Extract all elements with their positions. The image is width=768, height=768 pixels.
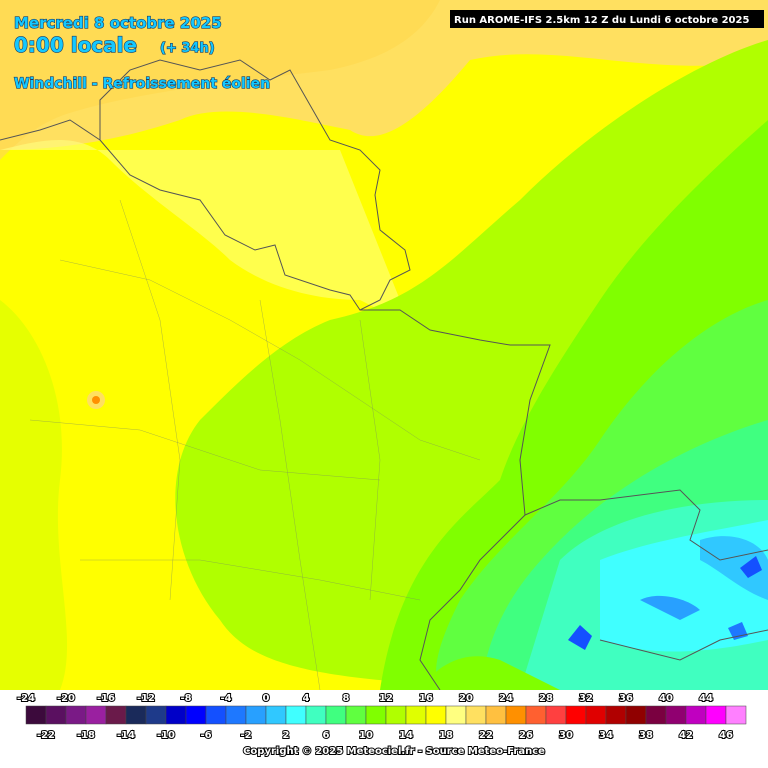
legend-label: 30 xyxy=(559,730,573,741)
legend-swatch xyxy=(125,705,147,725)
legend-swatch xyxy=(45,705,67,725)
legend-label: -8 xyxy=(180,693,191,704)
forecast-time: 0:00 locale xyxy=(14,33,137,57)
legend-swatch xyxy=(245,705,267,725)
legend-swatch xyxy=(325,705,347,725)
legend-label: 0 xyxy=(263,693,270,704)
legend-swatch xyxy=(385,705,407,725)
legend-swatch xyxy=(725,705,747,725)
legend-label: -22 xyxy=(37,730,55,741)
legend-label: 12 xyxy=(379,693,393,704)
legend-swatch xyxy=(565,705,587,725)
legend-label: 36 xyxy=(619,693,633,704)
legend-label: 38 xyxy=(639,730,653,741)
legend-label: 28 xyxy=(539,693,553,704)
legend-swatch xyxy=(145,705,167,725)
legend-swatch xyxy=(205,705,227,725)
legend-label: -4 xyxy=(220,693,231,704)
legend-label: 40 xyxy=(659,693,673,704)
legend-swatch xyxy=(425,705,447,725)
legend-label: -20 xyxy=(57,693,75,704)
legend-swatch xyxy=(185,705,207,725)
legend-swatch xyxy=(105,705,127,725)
legend-label: 10 xyxy=(359,730,373,741)
legend-label: -18 xyxy=(77,730,95,741)
legend-swatch xyxy=(405,705,427,725)
legend-label: 22 xyxy=(479,730,493,741)
legend-swatch xyxy=(525,705,547,725)
legend-swatch xyxy=(645,705,667,725)
color-legend: -24-22-20-18-16-14-12-10-8-6-4-202468101… xyxy=(16,692,747,742)
legend-label: 26 xyxy=(519,730,533,741)
legend-label: 20 xyxy=(459,693,473,704)
legend-swatch xyxy=(485,705,507,725)
legend-swatch xyxy=(365,705,387,725)
legend-label: -2 xyxy=(240,730,251,741)
legend-swatch xyxy=(165,705,187,725)
borders xyxy=(0,59,768,691)
legend-swatch xyxy=(85,705,107,725)
legend-label: 18 xyxy=(439,730,453,741)
legend-label: 14 xyxy=(399,730,413,741)
parameter-title: Windchill - Refroissement éolien xyxy=(14,76,270,92)
legend-panel xyxy=(0,690,768,768)
legend-swatch xyxy=(265,705,287,725)
forecast-date: Mercredi 8 octobre 2025 xyxy=(14,14,222,32)
legend-swatch xyxy=(445,705,467,725)
legend-label: -6 xyxy=(200,730,211,741)
legend-label: 2 xyxy=(283,730,290,741)
run-box xyxy=(450,10,764,28)
legend-label: 32 xyxy=(579,693,593,704)
legend-label: 34 xyxy=(599,730,613,741)
legend-swatch xyxy=(225,705,247,725)
legend-label: 24 xyxy=(499,693,513,704)
legend-swatch xyxy=(585,705,607,725)
legend-swatch xyxy=(705,705,727,725)
legend-label: 44 xyxy=(699,693,713,704)
copyright: Copyright © 2025 Meteociel.fr - Source M… xyxy=(243,746,545,757)
legend-label: -12 xyxy=(137,693,155,704)
run-info: Run AROME-IFS 2.5km 12 Z du Lundi 6 octo… xyxy=(454,15,749,26)
legend-swatch xyxy=(25,705,47,725)
legend-swatch xyxy=(305,705,327,725)
legend-swatch xyxy=(285,705,307,725)
legend-label: 42 xyxy=(679,730,693,741)
legend-label: -24 xyxy=(17,693,35,704)
legend-label: 4 xyxy=(303,693,310,704)
legend-swatch xyxy=(605,705,627,725)
legend-swatch xyxy=(345,705,367,725)
legend-swatch xyxy=(685,705,707,725)
legend-label: 46 xyxy=(719,730,733,741)
legend-label: -10 xyxy=(157,730,175,741)
legend-label: -14 xyxy=(117,730,135,741)
forecast-lead: (+ 34h) xyxy=(160,41,215,56)
legend-label: -16 xyxy=(97,693,115,704)
legend-swatch xyxy=(505,705,527,725)
legend-swatch xyxy=(545,705,567,725)
legend-swatch xyxy=(65,705,87,725)
legend-label: 16 xyxy=(419,693,433,704)
legend-swatch xyxy=(665,705,687,725)
legend-label: 6 xyxy=(323,730,330,741)
legend-swatch xyxy=(465,705,487,725)
legend-swatch xyxy=(625,705,647,725)
legend-label: 8 xyxy=(343,693,350,704)
